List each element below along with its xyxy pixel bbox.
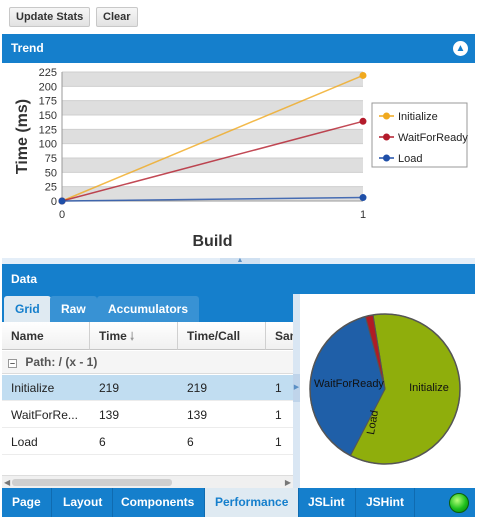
data-point [58, 197, 66, 205]
pie-label: WaitForReady [314, 378, 384, 390]
column-header-time-call-label: Time/Call [187, 329, 241, 343]
cell-time-call: 219 [187, 381, 208, 395]
legend-marker [383, 112, 390, 120]
grid-band [62, 72, 363, 87]
table-row[interactable]: Load 6 6 1 [2, 429, 293, 455]
data-point [359, 117, 367, 125]
trend-chart-svg: 0 25 50 75 100 125 150 175 200 225 0 1 Build Time (ms… [14, 67, 468, 250]
series-line [61, 120, 364, 202]
splitter-collapse-icon[interactable]: ▲ [220, 257, 260, 264]
y-tick-label: 125 [39, 124, 57, 136]
grid-band [62, 100, 363, 115]
column-header-time[interactable]: Time 🠓 [90, 322, 178, 350]
collapse-group-icon[interactable]: – [8, 358, 17, 368]
column-header-samples[interactable]: Sam [266, 322, 293, 350]
pie-chart-svg: Initialize WaitForReady Load [309, 313, 461, 465]
data-panel-header: Data [2, 264, 475, 294]
y-tick-label: 75 [45, 153, 57, 165]
bottom-tabbar: Page Layout Components Performance JSLin… [2, 488, 475, 517]
grid-band [62, 158, 363, 173]
trend-chart: 0 25 50 75 100 125 150 175 200 225 0 1 Build Time (ms… [2, 63, 475, 258]
grid-band [62, 129, 363, 144]
x-tick-label: 0 [59, 209, 65, 221]
clear-button[interactable]: Clear [96, 7, 138, 27]
y-axis-label: Time (ms) [14, 99, 31, 174]
data-panel-title: Data [11, 272, 38, 286]
column-header-name[interactable]: Name [2, 322, 90, 350]
scrollbar-thumb[interactable] [12, 479, 172, 486]
cell-time: 139 [99, 408, 120, 422]
y-tick-label: 0 [51, 196, 57, 208]
cell-name: WaitForRe... [11, 408, 78, 422]
data-tabbar: Grid Raw Accumulators [2, 294, 293, 322]
column-header-samples-label: Sam [275, 329, 293, 343]
tab-accumulators[interactable]: Accumulators [97, 296, 200, 322]
y-tick-label: 50 [45, 167, 57, 179]
splitter-collapse-right-icon[interactable]: ▶ [293, 374, 300, 402]
y-tick-label: 100 [39, 139, 57, 151]
legend-marker [383, 154, 390, 162]
scroll-right-icon[interactable]: ▶ [284, 478, 291, 487]
pie-label: Initialize [409, 382, 449, 394]
data-point [359, 71, 367, 79]
stats-grid: Name Time 🠓 Time/Call Sam – Path: / (x -… [2, 322, 293, 488]
grid-band [62, 186, 363, 201]
top-toolbar: Update Stats Clear [0, 0, 477, 34]
data-point [359, 194, 367, 202]
cell-time-call: 6 [187, 435, 194, 449]
pie-outline [309, 313, 461, 465]
group-label: Path: / (x - 1) [25, 355, 98, 369]
trend-panel-title: Trend [11, 41, 44, 55]
cell-name: Load [11, 435, 38, 449]
y-tick-label: 200 [39, 81, 57, 93]
data-panel-body: Grid Raw Accumulators Name Time 🠓 Time/C… [2, 294, 475, 488]
tab-page[interactable]: Page [2, 488, 52, 517]
y-tick-label: 175 [39, 96, 57, 108]
cell-samples: 1 [275, 381, 282, 395]
chart-legend: Initialize WaitForReady Load [371, 102, 468, 168]
y-tick-label: 225 [39, 67, 57, 79]
sort-down-icon: 🠓 [130, 331, 135, 343]
y-tick-label: 150 [39, 110, 57, 122]
legend-marker [383, 133, 390, 141]
column-header-name-label: Name [11, 329, 44, 343]
cell-time: 6 [99, 435, 106, 449]
cell-samples: 1 [275, 408, 282, 422]
tab-jshint[interactable]: JSHint [356, 488, 416, 517]
table-row[interactable]: WaitForRe... 139 139 1 [2, 402, 293, 428]
trend-panel-header: Trend ▲ [2, 34, 475, 63]
cell-time: 219 [99, 381, 120, 395]
series-line [61, 196, 364, 202]
tab-components[interactable]: Components [111, 488, 206, 517]
x-tick-label: 1 [360, 209, 366, 221]
cell-samples: 1 [275, 435, 282, 449]
x-axis-label: Build [193, 233, 233, 250]
tab-grid[interactable]: Grid [4, 296, 51, 322]
legend-label: Initialize [398, 111, 438, 123]
column-header-time-label: Time [99, 329, 127, 343]
pie-chart-panel: Initialize WaitForReady Load [300, 294, 475, 488]
horizontal-splitter[interactable]: ▲ [2, 257, 475, 264]
collapse-up-icon[interactable]: ▲ [453, 41, 468, 56]
cell-name: Initialize [11, 381, 55, 395]
legend-label: Load [398, 153, 422, 165]
group-header-row[interactable]: – Path: / (x - 1) [2, 351, 293, 374]
tab-raw[interactable]: Raw [50, 296, 97, 322]
vertical-splitter[interactable]: ▶ [293, 294, 300, 488]
scroll-left-icon[interactable]: ◀ [4, 478, 11, 487]
status-indicator-icon [449, 493, 469, 513]
tab-performance[interactable]: Performance [205, 488, 300, 517]
series-line [61, 74, 364, 202]
column-header-time-call[interactable]: Time/Call [178, 322, 266, 350]
tab-jslint[interactable]: JSLint [298, 488, 356, 517]
tab-layout[interactable]: Layout [53, 488, 114, 517]
cell-time-call: 139 [187, 408, 208, 422]
pie-label: Load [365, 409, 381, 435]
horizontal-scrollbar[interactable]: ◀ ▶ [2, 475, 293, 488]
table-row[interactable]: Initialize 219 219 1 [2, 375, 293, 401]
update-stats-button[interactable]: Update Stats [9, 7, 91, 27]
legend-label: WaitForReady [398, 132, 468, 144]
y-tick-label: 25 [45, 182, 57, 194]
